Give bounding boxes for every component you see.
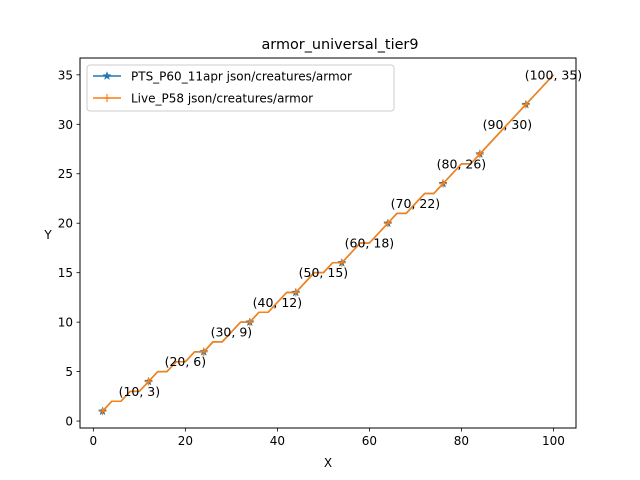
plot-area: (10, 3) (20, 6) (30, 9)(40, 12) (50, 15) (60…	[97, 67, 583, 416]
legend-item: Live_P58 json/creatures/armor	[93, 92, 313, 106]
series-2-point	[98, 407, 107, 416]
series-2-point	[245, 318, 254, 327]
chart-title: armor_universal_tier9	[261, 37, 418, 53]
y-tick-label: 30	[58, 118, 73, 132]
legend-marker	[103, 94, 111, 102]
x-tick-label: 40	[270, 434, 285, 448]
x-tick-label: 100	[542, 434, 565, 448]
data-label: (90, 30)	[483, 117, 533, 132]
series-2-point	[383, 219, 392, 228]
y-tick-label: 20	[58, 217, 73, 231]
data-label: (20, 6)	[165, 354, 207, 369]
x-tick-label: 80	[454, 434, 469, 448]
y-tick-label: 35	[58, 68, 73, 82]
data-label: (70, 22)	[391, 196, 441, 211]
y-tick-label: 25	[58, 167, 73, 181]
legend-label: Live_P58 json/creatures/armor	[131, 92, 313, 106]
annotations: (10, 3) (20, 6) (30, 9)(40, 12) (50, 15) (60…	[119, 67, 583, 399]
series-2-point	[521, 100, 530, 109]
series-2-point	[475, 149, 484, 158]
legend-label: PTS_P60_11apr json/creatures/armor	[131, 70, 352, 84]
data-label: (100, 35)	[525, 67, 582, 82]
series-2-point	[144, 377, 153, 386]
legend-item: PTS_P60_11apr json/creatures/armor	[93, 70, 352, 84]
x-axis-label: X	[324, 456, 332, 470]
legend-marker	[102, 71, 112, 81]
series-2-line	[102, 74, 554, 412]
x-tick-label: 60	[362, 434, 377, 448]
plot-frame	[79, 57, 577, 429]
data-label: (80, 26)	[437, 156, 487, 171]
x-tick-label: 0	[90, 434, 98, 448]
legend: PTS_P60_11apr json/creatures/armor Live_P…	[86, 64, 395, 112]
y-tick-label: 0	[65, 415, 73, 429]
x-axis: 0 20 40 60 80 100	[90, 428, 565, 448]
legend-box	[86, 64, 395, 112]
series-2-point	[439, 179, 448, 188]
data-label: (60, 18)	[345, 236, 395, 251]
data-label: (40, 12)	[253, 295, 303, 310]
series-2-point	[199, 347, 208, 356]
series-2-point	[291, 288, 300, 297]
data-label: (10, 3)	[119, 384, 161, 399]
data-label: (50, 15)	[299, 265, 349, 280]
series-2-point	[337, 258, 346, 267]
x-tick-label: 20	[178, 434, 193, 448]
y-tick-label: 10	[58, 316, 73, 330]
y-axis-label: Y	[43, 228, 52, 242]
y-axis: 0 5 10 15 20 25 30 35	[58, 68, 80, 429]
data-label: (30, 9)	[211, 325, 253, 340]
y-tick-label: 5	[65, 365, 73, 379]
series-2	[98, 74, 554, 416]
y-tick-label: 15	[58, 266, 73, 280]
